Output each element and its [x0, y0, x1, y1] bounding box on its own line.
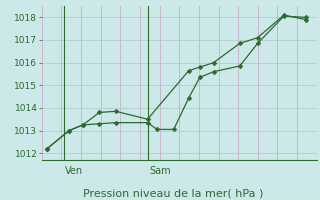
Text: Pression niveau de la mer( hPa ): Pression niveau de la mer( hPa ): [83, 188, 263, 198]
Text: Ven: Ven: [65, 166, 83, 176]
Text: Sam: Sam: [149, 166, 171, 176]
